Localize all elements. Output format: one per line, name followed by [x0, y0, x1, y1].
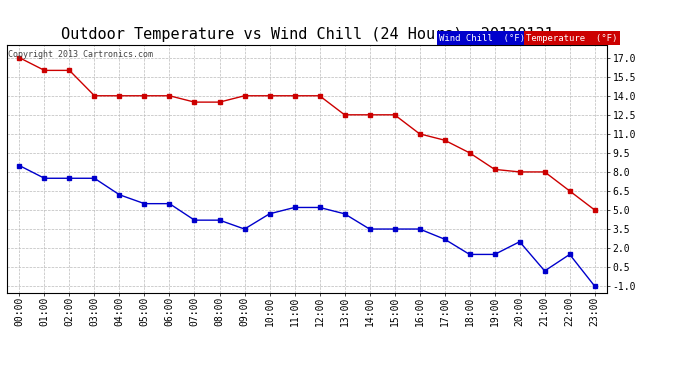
Text: Wind Chill  (°F): Wind Chill (°F)	[439, 33, 525, 42]
Text: Copyright 2013 Cartronics.com: Copyright 2013 Cartronics.com	[8, 50, 153, 59]
Title: Outdoor Temperature vs Wind Chill (24 Hours)  20130131: Outdoor Temperature vs Wind Chill (24 Ho…	[61, 27, 553, 42]
Text: Temperature  (°F): Temperature (°F)	[526, 33, 618, 42]
